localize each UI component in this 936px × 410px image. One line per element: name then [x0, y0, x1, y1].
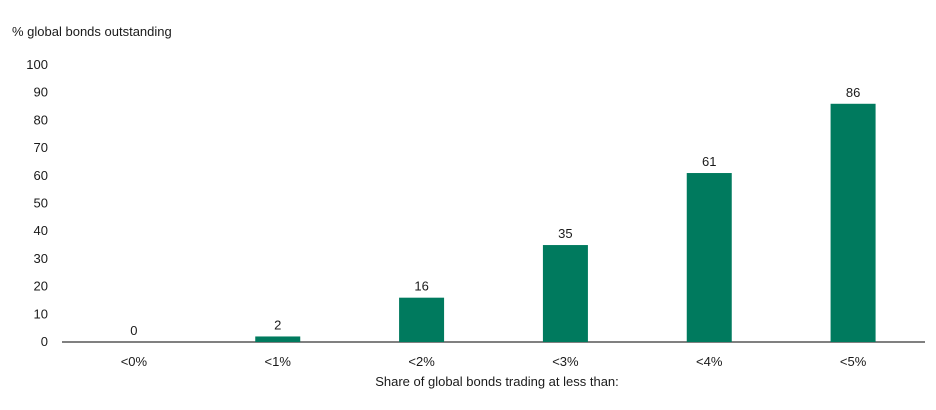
bars — [255, 103, 876, 342]
x-tick-label: <2% — [408, 354, 435, 369]
y-tick-label: 50 — [34, 196, 48, 211]
y-tick-label: 90 — [34, 85, 48, 100]
data-label: 86 — [846, 85, 860, 100]
x-axis-ticks: <0% <1% <2% <3% <4% <5% — [121, 354, 867, 369]
x-tick-label: <3% — [552, 354, 579, 369]
bar — [830, 103, 876, 342]
y-tick-label: 0 — [41, 334, 48, 349]
x-tick-label: <4% — [696, 354, 723, 369]
y-tick-label: 10 — [34, 306, 48, 321]
bar — [686, 173, 732, 342]
x-tick-label: <1% — [265, 354, 292, 369]
bar — [399, 297, 445, 342]
y-axis-ticks: 0 10 20 30 40 50 60 70 80 90 100 — [26, 57, 48, 349]
y-tick-label: 40 — [34, 223, 48, 238]
x-axis-title: Share of global bonds trading at less th… — [375, 374, 619, 389]
y-tick-label: 30 — [34, 251, 48, 266]
x-tick-label: <0% — [121, 354, 148, 369]
data-label: 16 — [414, 279, 428, 294]
y-tick-label: 100 — [26, 57, 48, 72]
y-tick-label: 80 — [34, 112, 48, 127]
bar — [255, 336, 301, 342]
data-labels: 0 2 16 35 61 86 — [130, 85, 860, 338]
y-tick-label: 70 — [34, 140, 48, 155]
y-axis-title: % global bonds outstanding — [12, 24, 172, 39]
data-label: 2 — [274, 317, 281, 332]
bar — [542, 245, 588, 342]
y-tick-label: 20 — [34, 279, 48, 294]
x-tick-label: <5% — [840, 354, 867, 369]
data-label: 0 — [130, 323, 137, 338]
data-label: 35 — [558, 226, 572, 241]
data-label: 61 — [702, 154, 716, 169]
y-tick-label: 60 — [34, 168, 48, 183]
